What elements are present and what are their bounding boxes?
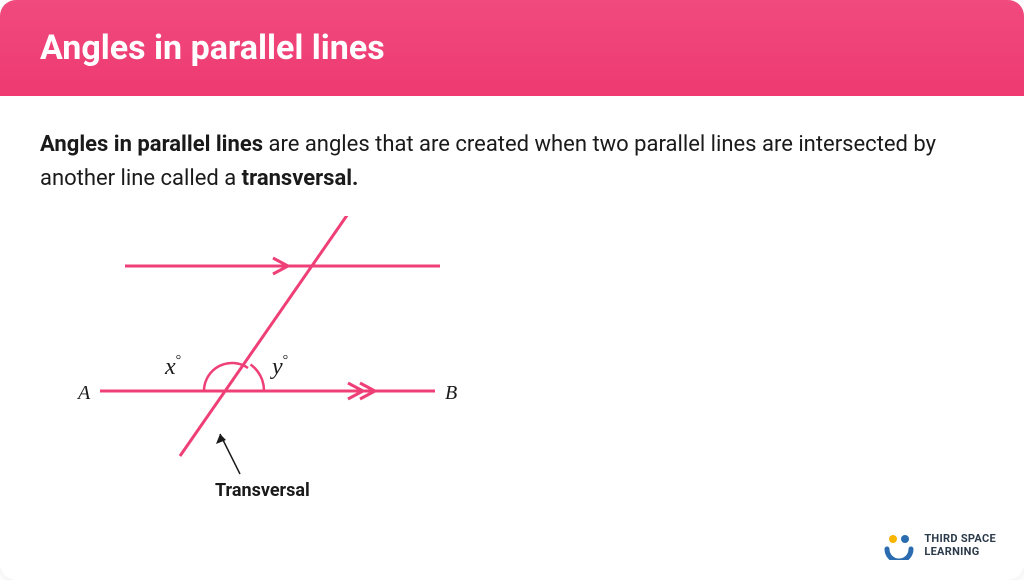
logo-line-2: LEARNING bbox=[924, 546, 996, 559]
label-b: B bbox=[445, 382, 457, 404]
y-angle-arc bbox=[251, 365, 265, 392]
parallel-lines-diagram: A B x° y° Transversal bbox=[40, 216, 460, 506]
label-y-degree: y° bbox=[270, 353, 288, 380]
description-text: Angles in parallel lines are angles that… bbox=[40, 128, 984, 196]
brand-logo: THIRD SPACE LEARNING bbox=[882, 532, 996, 560]
header-bar: Angles in parallel lines bbox=[0, 0, 1024, 96]
page-title: Angles in parallel lines bbox=[40, 28, 984, 68]
logo-icon bbox=[882, 532, 916, 560]
content-card: Angles in parallel lines Angles in paral… bbox=[0, 0, 1024, 580]
desc-bold-2: transversal. bbox=[242, 166, 359, 191]
desc-bold-1: Angles in parallel lines bbox=[40, 132, 263, 157]
transversal-line bbox=[180, 216, 350, 456]
body-content: Angles in parallel lines are angles that… bbox=[0, 96, 1024, 538]
label-x-degree: x° bbox=[164, 353, 181, 380]
label-a: A bbox=[76, 382, 91, 404]
logo-text: THIRD SPACE LEARNING bbox=[924, 533, 996, 558]
diagram-svg: A B x° y° Transversal bbox=[40, 216, 460, 506]
label-transversal: Transversal bbox=[215, 480, 310, 501]
